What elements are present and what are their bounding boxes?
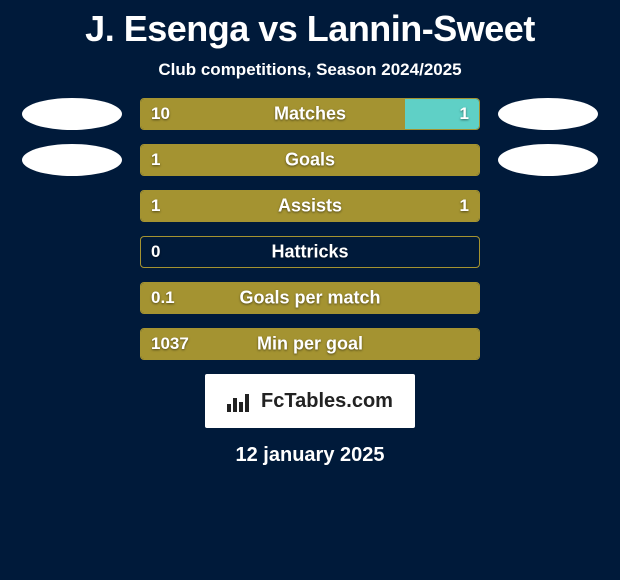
stat-label: Hattricks: [271, 242, 348, 263]
stat-bar-left: [141, 99, 405, 129]
stat-bar: 10 1 Matches: [140, 98, 480, 130]
stat-value-left: 1: [151, 196, 160, 216]
stat-bar: 0 Hattricks: [140, 236, 480, 268]
player-right-oval: [498, 236, 598, 268]
stat-bar: 1037 Min per goal: [140, 328, 480, 360]
stat-value-left: 10: [151, 104, 170, 124]
player-left-oval: [22, 190, 122, 222]
stat-label: Assists: [278, 196, 342, 217]
date-text: 12 january 2025: [0, 444, 620, 467]
stat-row: 0.1 Goals per match: [0, 282, 620, 314]
stat-bar: 0.1 Goals per match: [140, 282, 480, 314]
player-right-oval: [498, 190, 598, 222]
player-left-oval: [22, 328, 122, 360]
stat-value-right: 1: [460, 196, 469, 216]
player-left-oval: [22, 144, 122, 176]
brand-bars-icon: [227, 390, 249, 412]
stat-value-left: 0: [151, 242, 160, 262]
stat-value-left: 0.1: [151, 288, 175, 308]
stat-label: Min per goal: [257, 334, 363, 355]
stat-row: 1 1 Assists: [0, 190, 620, 222]
brand-text: FcTables.com: [261, 390, 393, 413]
player-right-oval: [498, 144, 598, 176]
stat-value-left: 1037: [151, 334, 189, 354]
player-right-oval: [498, 98, 598, 130]
stat-row: 10 1 Matches: [0, 98, 620, 130]
stat-value-right: 1: [460, 104, 469, 124]
page-title: J. Esenga vs Lannin-Sweet: [0, 0, 620, 50]
player-left-oval: [22, 98, 122, 130]
stat-label: Goals: [285, 150, 335, 171]
stat-bar: 1 1 Assists: [140, 190, 480, 222]
player-right-oval: [498, 328, 598, 360]
brand-badge: FcTables.com: [205, 374, 415, 428]
stat-label: Matches: [274, 104, 346, 125]
stat-row: 1037 Min per goal: [0, 328, 620, 360]
stat-rows-container: 10 1 Matches 1 Goals 1 1 Assists 0 Hattricks 0.1 Go…: [0, 98, 620, 360]
stat-row: 1 Goals: [0, 144, 620, 176]
stat-row: 0 Hattricks: [0, 236, 620, 268]
player-left-oval: [22, 236, 122, 268]
player-left-oval: [22, 282, 122, 314]
player-right-oval: [498, 282, 598, 314]
page-subtitle: Club competitions, Season 2024/2025: [0, 60, 620, 80]
stat-bar: 1 Goals: [140, 144, 480, 176]
stat-label: Goals per match: [239, 288, 380, 309]
stat-value-left: 1: [151, 150, 160, 170]
